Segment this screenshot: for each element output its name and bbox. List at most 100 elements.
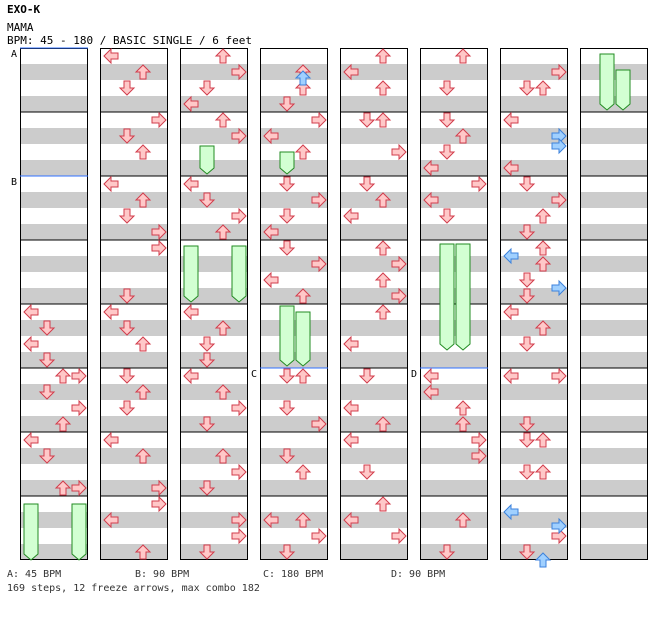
step-arrow	[534, 240, 552, 256]
step-arrow	[358, 368, 376, 384]
step-arrow	[534, 80, 552, 96]
grid-stripe	[100, 224, 168, 240]
grid-stripe	[420, 96, 488, 112]
step-arrow	[151, 111, 167, 129]
step-arrow	[518, 224, 536, 240]
step-arrow	[503, 303, 519, 321]
step-arrow	[103, 511, 119, 529]
grid-stripe	[340, 448, 408, 464]
step-arrow	[438, 208, 456, 224]
step-arrow	[198, 544, 216, 560]
step-arrow	[374, 192, 392, 208]
chart-info: BPM: 45 - 180 / BASIC SINGLE / 6 feet	[7, 34, 253, 47]
grid-stripe	[500, 320, 568, 336]
step-arrow	[278, 96, 296, 112]
step-arrow	[374, 80, 392, 96]
freeze-arrow	[279, 151, 295, 175]
step-arrow	[391, 143, 407, 161]
freeze-arrow	[455, 243, 471, 351]
grid-stripe	[420, 448, 488, 464]
grid-stripe	[180, 96, 248, 112]
step-arrow	[374, 304, 392, 320]
grid-stripe	[500, 256, 568, 272]
step-arrow	[518, 544, 536, 560]
grid-stripe	[500, 64, 568, 80]
step-arrow	[518, 80, 536, 96]
step-arrow	[534, 208, 552, 224]
step-arrow	[278, 448, 296, 464]
freeze-arrow	[279, 305, 295, 367]
step-arrow	[518, 272, 536, 288]
grid-stripe	[260, 416, 328, 432]
bpm-legend-b: B: 90 BPM	[135, 569, 190, 580]
grid-stripe	[580, 192, 648, 208]
grid-stripe	[100, 416, 168, 432]
step-arrow	[294, 464, 312, 480]
step-arrow	[311, 527, 327, 545]
step-arrow	[343, 207, 359, 225]
step-arrow	[278, 400, 296, 416]
step-arrow	[534, 256, 552, 272]
grid-stripe	[580, 256, 648, 272]
step-arrow	[438, 544, 456, 560]
grid-stripe	[260, 512, 328, 528]
grid-stripe	[340, 64, 408, 80]
step-arrow	[518, 176, 536, 192]
grid-stripe	[100, 512, 168, 528]
step-arrow	[23, 303, 39, 321]
step-arrow	[471, 175, 487, 193]
grid-stripe	[420, 352, 488, 368]
step-arrow	[518, 416, 536, 432]
step-arrow	[534, 464, 552, 480]
grid-stripe	[100, 96, 168, 112]
step-arrow	[391, 527, 407, 545]
step-arrow	[118, 128, 136, 144]
grid-stripe	[500, 512, 568, 528]
grid-stripe	[500, 96, 568, 112]
column-border	[100, 48, 168, 560]
step-arrow	[38, 352, 56, 368]
freeze-arrow	[183, 245, 199, 303]
step-arrow	[551, 367, 567, 385]
grid-stripe	[340, 384, 408, 400]
step-arrow	[54, 368, 72, 384]
step-arrow	[374, 272, 392, 288]
step-arrow	[343, 399, 359, 417]
blue-step-arrow	[503, 247, 519, 265]
bpm-legend-d: D: 90 BPM	[391, 569, 446, 580]
column-border	[420, 48, 488, 560]
step-arrow	[518, 288, 536, 304]
step-arrow	[23, 335, 39, 353]
step-arrow	[343, 431, 359, 449]
step-arrow	[23, 431, 39, 449]
song-title: MAMA	[7, 21, 34, 34]
grid-stripe	[20, 256, 88, 272]
grid-stripe	[180, 128, 248, 144]
grid-stripe	[260, 64, 328, 80]
step-arrow	[231, 399, 247, 417]
step-arrow	[118, 288, 136, 304]
step-arrow	[471, 447, 487, 465]
step-arrow	[278, 240, 296, 256]
grid-stripe	[340, 480, 408, 496]
grid-stripe	[20, 224, 88, 240]
grid-stripe	[340, 224, 408, 240]
step-arrow	[518, 432, 536, 448]
grid-stripe	[340, 352, 408, 368]
step-arrow	[71, 367, 87, 385]
step-arrow	[214, 448, 232, 464]
freeze-arrow	[71, 503, 87, 561]
grid-stripe	[20, 288, 88, 304]
chart-summary: 169 steps, 12 freeze arrows, max combo 1…	[7, 583, 260, 594]
grid-stripe	[20, 480, 88, 496]
step-arrow	[454, 128, 472, 144]
step-arrow	[294, 288, 312, 304]
step-arrow	[198, 192, 216, 208]
step-arrow	[438, 144, 456, 160]
grid-stripe	[500, 352, 568, 368]
step-arrow	[503, 367, 519, 385]
grid-stripe	[580, 480, 648, 496]
blue-step-arrow	[534, 552, 552, 568]
freeze-arrow	[199, 145, 215, 175]
step-arrow	[103, 431, 119, 449]
